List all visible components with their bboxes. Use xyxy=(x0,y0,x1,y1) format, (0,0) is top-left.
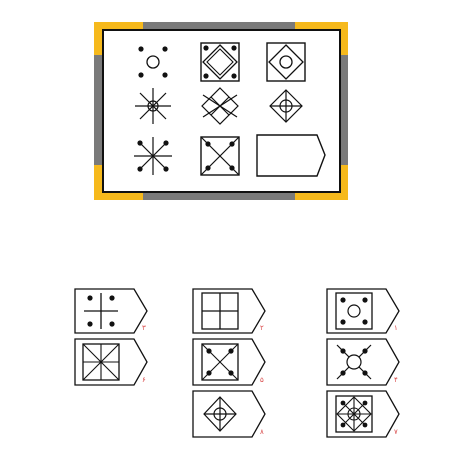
option-5[interactable]: ۵ xyxy=(192,338,266,386)
diamond-circle-cross-icon xyxy=(203,396,237,432)
square-diamond-star-circle-icon xyxy=(335,395,373,433)
option-6[interactable]: ۶ xyxy=(74,338,148,386)
x-circle-dots-icon xyxy=(336,344,372,380)
option-label: ۱ xyxy=(394,324,398,332)
diamond-circle-in-square-icon xyxy=(266,42,306,82)
eight-line-star-circle-icon xyxy=(135,88,171,124)
diamond-in-square-dots-icon xyxy=(200,42,240,82)
square-circle-dots-icon xyxy=(335,292,373,330)
option-7[interactable]: ۷ xyxy=(326,390,400,438)
option-label: ۸ xyxy=(260,428,264,436)
option-label: ۷ xyxy=(394,428,398,436)
option-3[interactable]: ۳ xyxy=(74,288,148,334)
option-8[interactable]: ۸ xyxy=(192,390,266,438)
option-2[interactable]: ۲ xyxy=(192,288,266,334)
square-x-dots-icon xyxy=(201,343,239,381)
option-label: ۵ xyxy=(260,376,264,384)
cross-four-dots-icon xyxy=(84,293,118,329)
crossed-diamond-lattice-icon xyxy=(201,87,239,125)
option-label: ۶ xyxy=(142,376,146,384)
square-x-dots-icon xyxy=(200,136,240,176)
four-dots-circle-icon xyxy=(138,46,168,78)
square-four-windows-icon xyxy=(201,292,239,330)
square-eight-lines-icon xyxy=(82,343,120,381)
diamond-circle-cross-icon xyxy=(269,89,303,123)
option-label: ۴ xyxy=(394,376,398,384)
option-4[interactable]: ۴ xyxy=(326,338,400,386)
eight-line-star-dots-icon xyxy=(134,137,172,175)
option-1[interactable]: ۱ xyxy=(326,288,400,334)
option-label: ۲ xyxy=(260,324,264,332)
option-label: ۳ xyxy=(142,324,146,332)
missing-answer-slot xyxy=(256,134,326,177)
